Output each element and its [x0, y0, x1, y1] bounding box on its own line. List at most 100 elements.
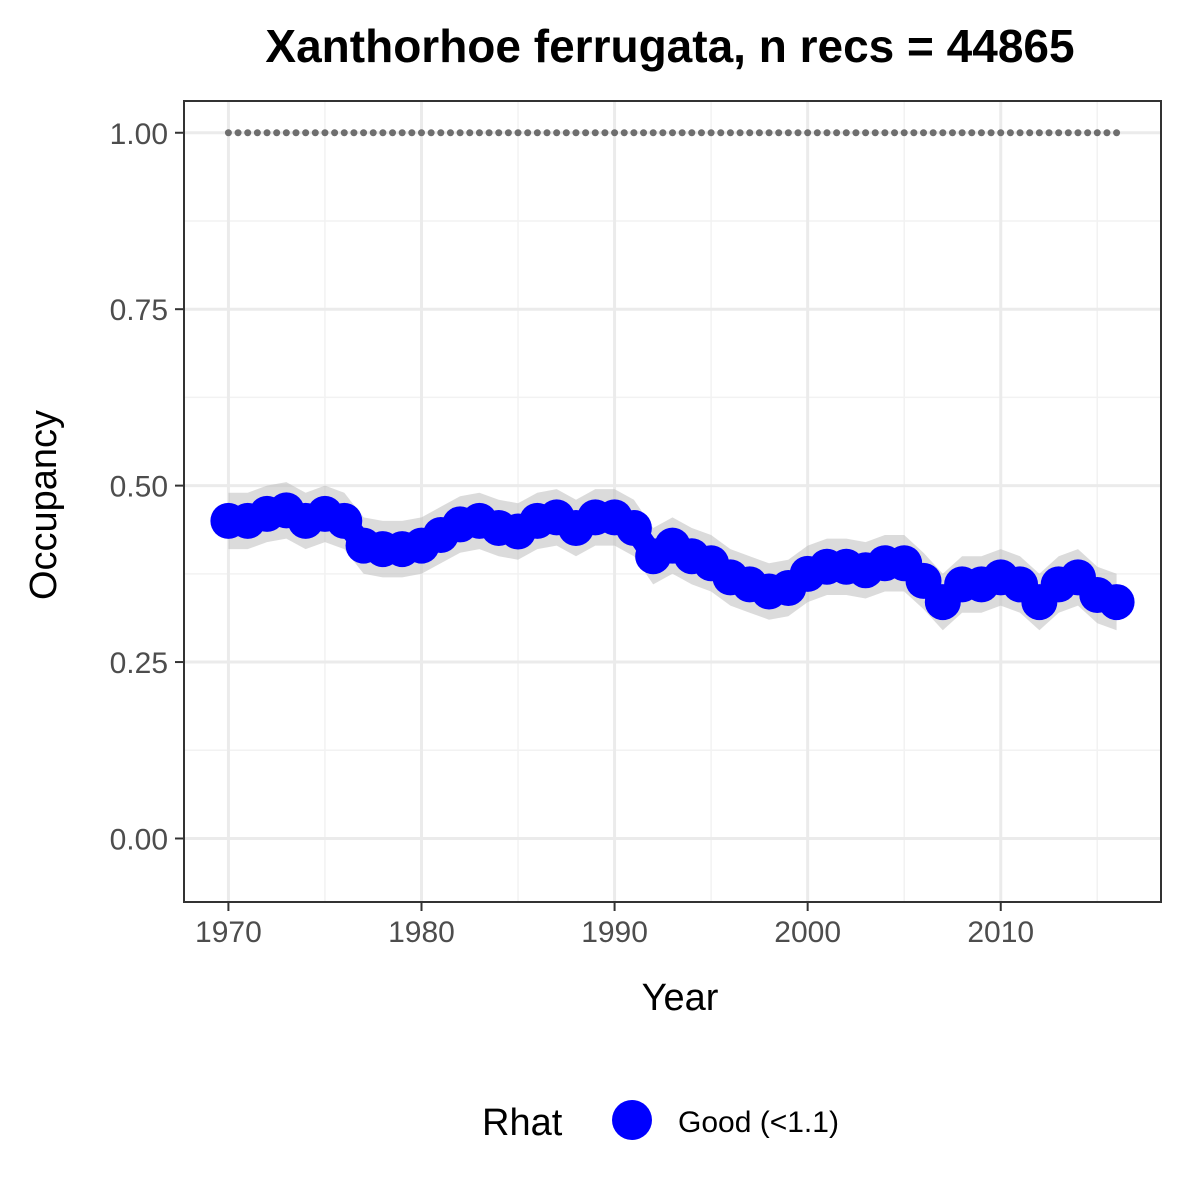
reference-point: [765, 129, 773, 137]
reference-dot: [891, 129, 899, 137]
plot-panel-border: [183, 100, 1162, 903]
reference-point: [456, 129, 464, 137]
reference-dot: [987, 129, 995, 137]
reference-dot: [910, 129, 918, 137]
reference-dot: [466, 129, 474, 137]
reference-dot: [755, 129, 763, 137]
reference-point: [475, 129, 483, 137]
reference-point: [360, 129, 368, 137]
reference-point: [688, 129, 696, 137]
reference-point: [977, 129, 985, 137]
reference-dot: [427, 129, 435, 137]
reference-dot: [640, 129, 648, 137]
reference-dot: [292, 129, 300, 137]
reference-point: [1093, 129, 1101, 137]
reference-dot: [678, 129, 686, 137]
reference-point: [746, 129, 754, 137]
reference-point: [958, 129, 966, 137]
legend-title: Rhat: [482, 1102, 563, 1144]
y-tick-label: 0.75: [110, 294, 168, 327]
occupancy-point: [326, 502, 363, 539]
reference-dot: [1026, 129, 1034, 137]
reference-dot: [524, 129, 532, 137]
reference-dot: [389, 129, 397, 137]
reference-point: [842, 129, 850, 137]
reference-point: [900, 129, 908, 137]
reference-point: [340, 129, 348, 137]
y-axis: 0.00 0.25 0.50 0.75 1.00: [110, 118, 184, 856]
reference-point: [669, 129, 676, 137]
reference-point: [862, 129, 870, 137]
reference-point: [321, 129, 329, 137]
reference-dot: [582, 129, 590, 137]
reference-dot: [562, 129, 570, 137]
reference-dot: [311, 129, 319, 137]
reference-dot: [697, 129, 705, 137]
x-tick-label: 1970: [195, 916, 262, 949]
reference-point: [823, 129, 831, 137]
reference-dot: [1084, 129, 1092, 137]
reference-dot: [794, 129, 802, 137]
reference-point: [514, 129, 522, 137]
reference-dot: [234, 129, 242, 137]
reference-dot: [253, 129, 261, 137]
reference-dot: [1006, 129, 1014, 137]
reference-dot: [504, 129, 512, 137]
reference-dot: [620, 129, 628, 137]
reference-point: [1035, 129, 1043, 137]
reference-dot: [1064, 129, 1072, 137]
y-axis-title: Occupancy: [23, 410, 65, 600]
reference-point: [611, 129, 619, 137]
reference-dot: [736, 129, 744, 137]
reference-dot: [369, 129, 377, 137]
reference-point: [920, 129, 928, 137]
occupancy-point: [615, 509, 652, 546]
reference-point: [939, 129, 947, 137]
y-tick-label: 0.50: [110, 471, 168, 504]
reference-point: [726, 129, 734, 137]
legend: Rhat Good (<1.1): [482, 1100, 839, 1144]
series-layer: [210, 129, 1135, 621]
reference-point: [784, 129, 792, 137]
reference-point: [379, 129, 387, 137]
reference-dot: [852, 129, 860, 137]
reference-point: [804, 129, 812, 137]
reference-point: [244, 129, 252, 137]
occupancy-point: [1098, 584, 1135, 621]
reference-point: [302, 129, 310, 137]
reference-dot: [775, 129, 783, 137]
reference-dot: [446, 129, 454, 137]
reference-dot: [1103, 129, 1111, 137]
y-tick-label: 0.00: [110, 823, 168, 856]
reference-dot: [273, 129, 281, 137]
reference-point: [263, 129, 271, 137]
reference-dot: [331, 129, 339, 137]
reference-dot: [1045, 129, 1053, 137]
y-tick-label: 1.00: [110, 118, 168, 151]
reference-dot: [485, 129, 493, 137]
reference-dot: [871, 129, 879, 137]
reference-point: [572, 129, 580, 137]
reference-point: [417, 129, 425, 137]
legend-key-good: [612, 1100, 652, 1140]
x-tick-label: 1990: [581, 916, 648, 949]
reference-point: [224, 129, 232, 137]
reference-point: [1016, 129, 1024, 137]
reference-point: [1113, 129, 1121, 137]
reference-point: [533, 129, 541, 137]
x-tick-label: 2000: [774, 916, 841, 949]
reference-point: [997, 129, 1005, 137]
reference-dot: [813, 129, 821, 137]
reference-point: [707, 129, 715, 137]
reference-dot: [948, 129, 956, 137]
x-tick-label: 1980: [388, 916, 455, 949]
reference-point: [649, 129, 657, 137]
reference-dot: [929, 129, 937, 137]
reference-point: [437, 129, 445, 137]
reference-point: [553, 129, 561, 137]
x-axis-title: Year: [642, 977, 719, 1019]
reference-dot: [833, 129, 841, 137]
reference-dot: [717, 129, 725, 137]
reference-point: [630, 129, 638, 137]
